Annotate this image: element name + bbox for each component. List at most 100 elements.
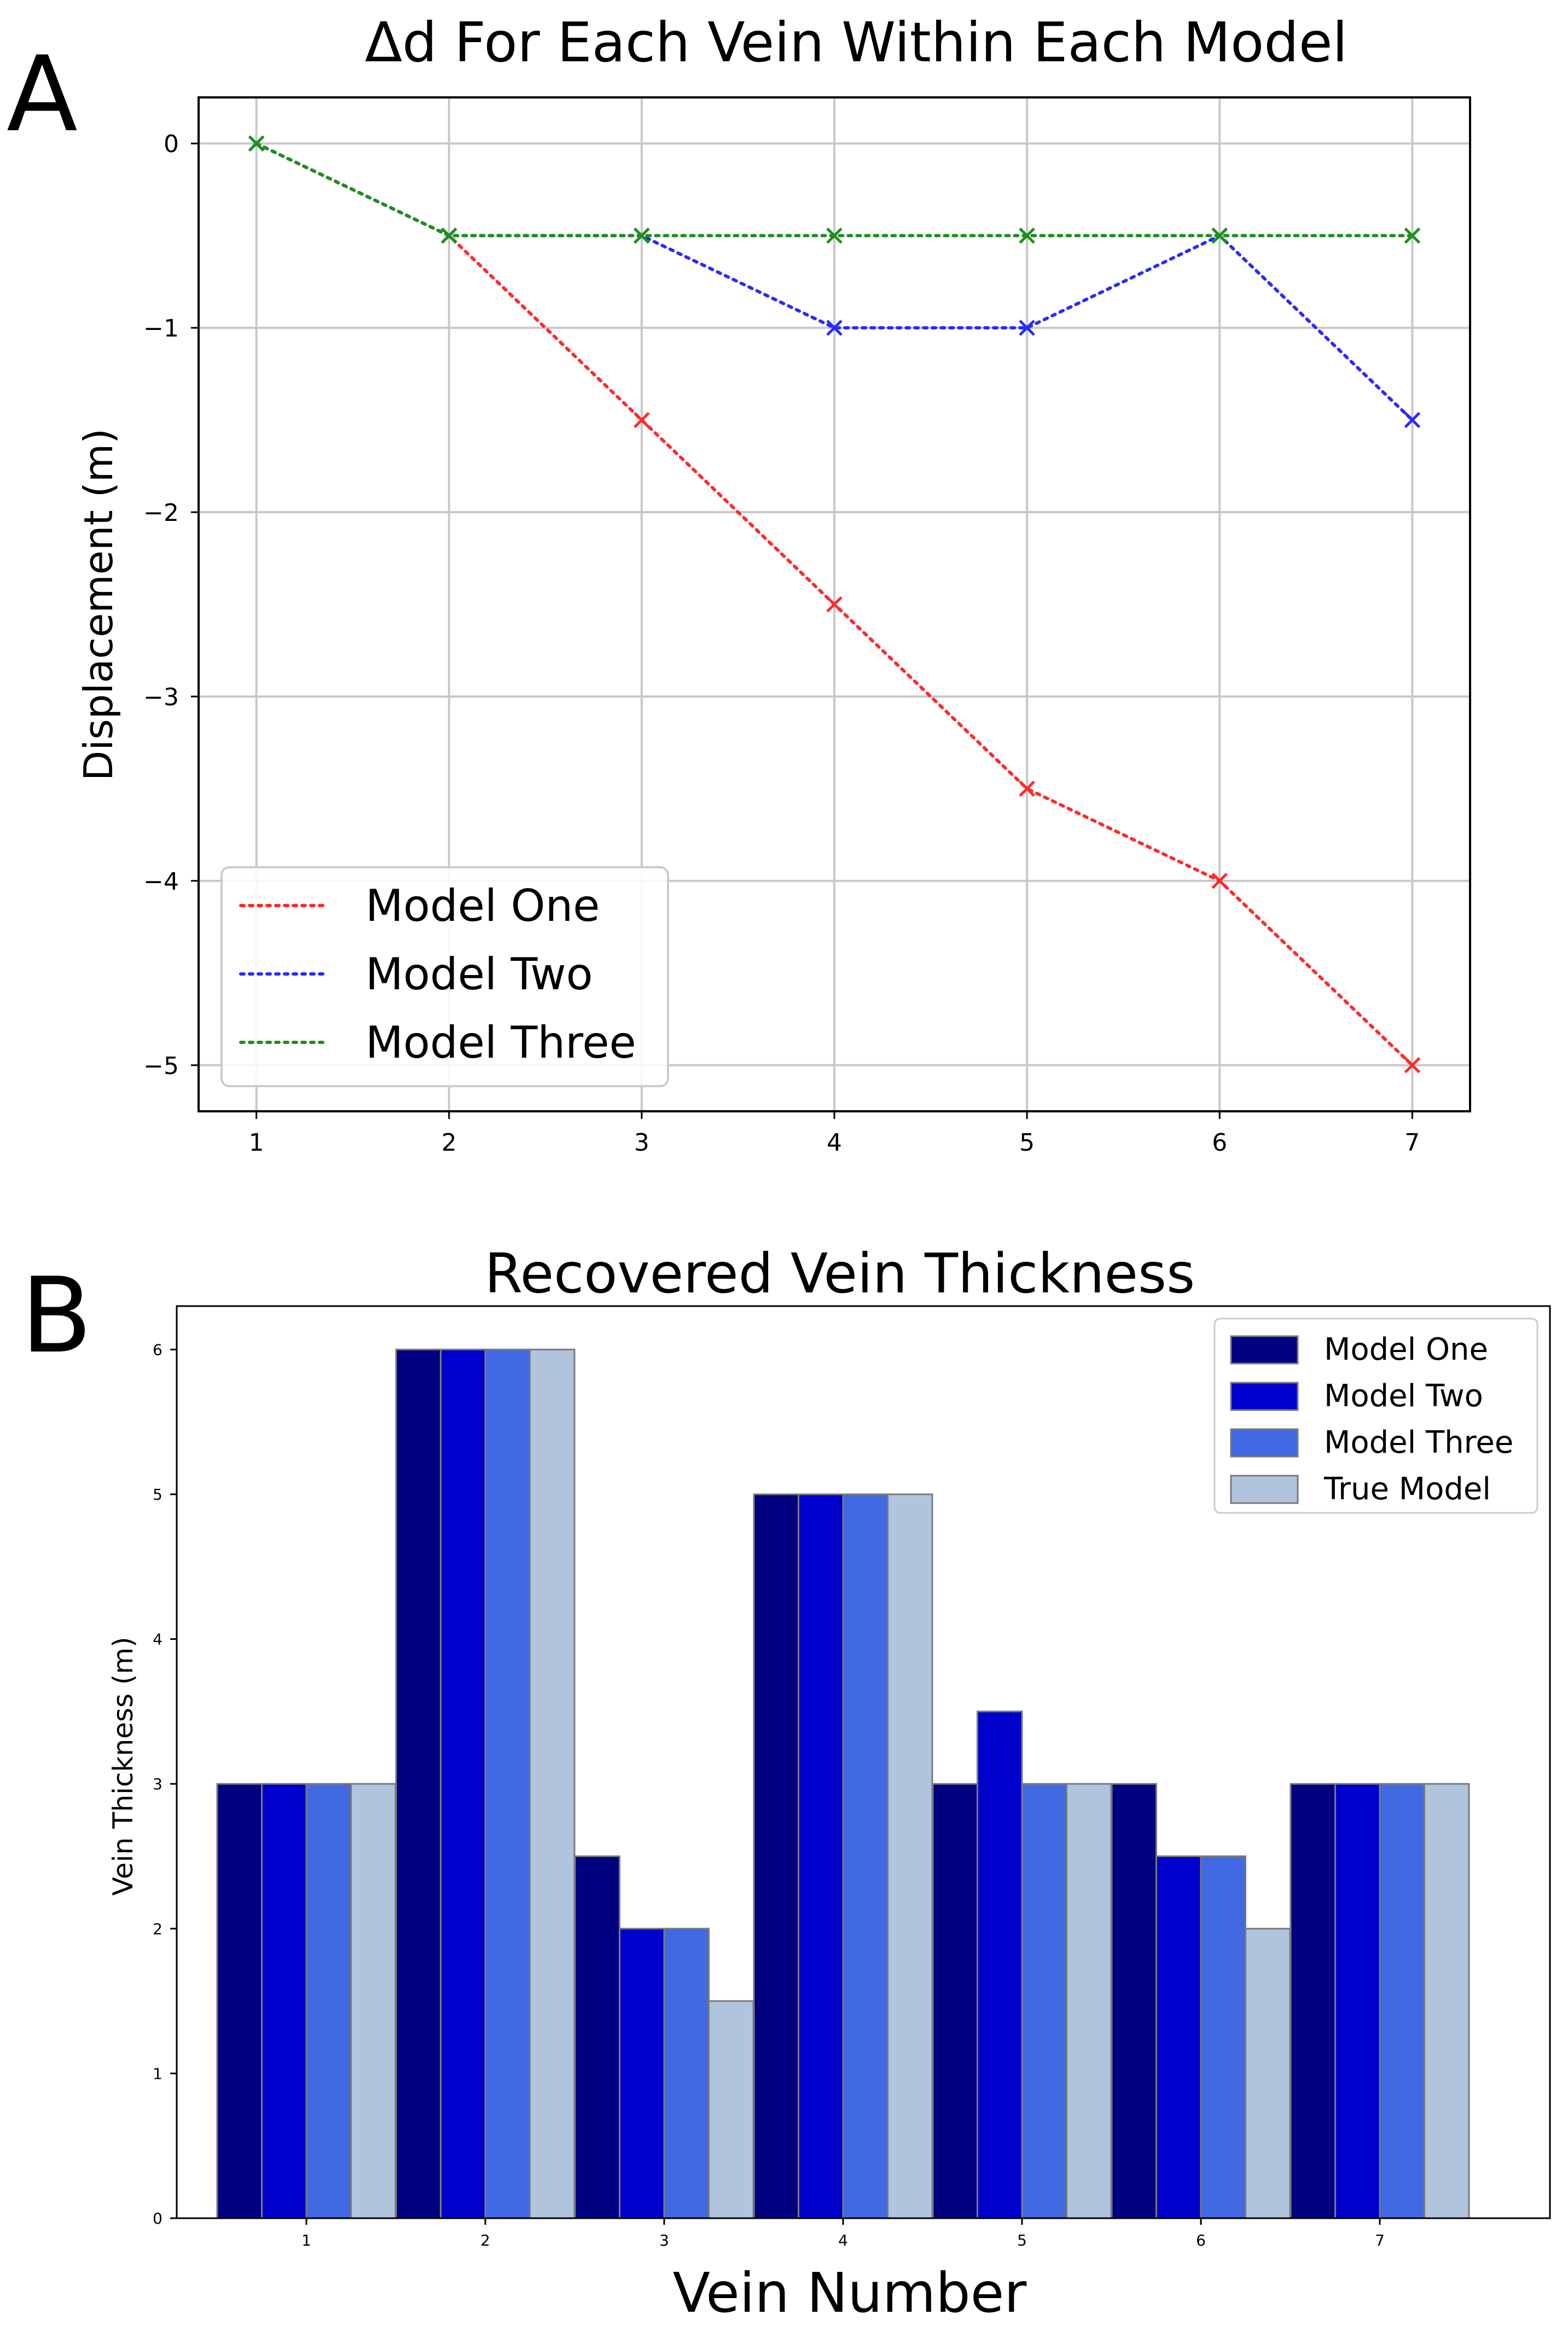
chart-b-ytick-label-6: 6	[153, 1341, 162, 1359]
chart-b-bar-model-three-vein-6	[1200, 1855, 1246, 2219]
chart-a-legend-label-model-one: Model One	[365, 880, 600, 931]
chart-a-xtick-label-1: 1	[249, 1129, 264, 1157]
chart-b-bar-model-one-vein-5	[932, 1783, 978, 2219]
chart-b-legend-swatch-model-three	[1230, 1428, 1299, 1458]
chart-a-ytick-label-2: −2	[143, 499, 179, 527]
chart-b-ytick-label-1: 1	[153, 2064, 162, 2083]
chart-b-bar-true-model-vein-5	[1066, 1783, 1112, 2219]
chart-a-series-group	[248, 135, 1421, 1074]
chart-b-bar-model-two-vein-5	[977, 1710, 1023, 2219]
chart-b-bar-model-three-vein-7	[1379, 1783, 1425, 2219]
chart-a-xtick-label-4: 4	[827, 1129, 842, 1157]
chart-b-bar-model-one-vein-4	[753, 1493, 799, 2219]
chart-b-xtick-label-2: 2	[480, 2231, 490, 2249]
panel-b-bar-chart: B Recovered Vein Thickness Vein Thicknes…	[21, 1242, 1551, 2325]
chart-a-point-model-one-6	[1211, 873, 1228, 889]
chart-b-bar-model-two-vein-7	[1334, 1783, 1381, 2219]
chart-b-bar-true-model-vein-1	[350, 1783, 397, 2219]
chart-a-point-model-three-3	[634, 227, 650, 244]
chart-b-bar-true-model-vein-3	[708, 2000, 754, 2219]
panel-label-a: A	[7, 34, 78, 155]
chart-b-ytick-label-4: 4	[153, 1631, 162, 1649]
chart-b-xtick-label-4: 4	[838, 2231, 848, 2249]
chart-a-ytick-label-1: −1	[143, 315, 179, 343]
chart-b-legend-label-model-one: Model One	[1324, 1332, 1488, 1367]
chart-b-legend-swatch-model-two	[1230, 1382, 1299, 1411]
chart-a-xtick-label-5: 5	[1019, 1129, 1035, 1157]
chart-a-point-model-one-5	[1019, 780, 1035, 797]
chart-b-legend: Model One Model Two Model Three True Model	[1213, 1318, 1538, 1514]
chart-b-legend-label-true-model: True Model	[1323, 1471, 1491, 1507]
chart-b-ytick-label-5: 5	[153, 1486, 162, 1504]
chart-b-legend-box	[1213, 1318, 1538, 1514]
chart-b-bar-model-three-vein-3	[663, 1928, 710, 2219]
chart-a-point-model-one-4	[826, 596, 843, 613]
chart-a-legend-box	[220, 866, 669, 1087]
chart-a-point-model-one-7	[1404, 1057, 1421, 1074]
chart-b-bar-model-three-vein-2	[484, 1348, 531, 2219]
chart-a-point-model-one-3	[634, 411, 650, 428]
chart-b-ytick-label-3: 3	[153, 1775, 162, 1793]
chart-b-xtick-label-3: 3	[659, 2231, 669, 2249]
chart-b-legend-label-model-two: Model Two	[1324, 1378, 1483, 1414]
chart-a-ytick-label-4: −4	[143, 868, 179, 896]
chart-a-ytick-label-3: −3	[143, 683, 179, 711]
chart-b-bar-model-one-vein-2	[395, 1348, 442, 2219]
chart-b-x-axis-label: Vein Number	[673, 2261, 1027, 2325]
chart-b-legend-swatch-model-one	[1230, 1335, 1299, 1365]
chart-b-bar-model-three-vein-4	[842, 1493, 888, 2219]
chart-a-title: Δd For Each Vein Within Each Model	[365, 10, 1348, 74]
chart-b-bar-true-model-vein-2	[529, 1348, 576, 2219]
chart-b-bar-model-two-vein-2	[440, 1348, 486, 2219]
chart-b-plot-frame	[176, 1305, 1551, 2219]
chart-a-legend-label-model-two: Model Two	[365, 949, 593, 1000]
chart-a-xtick-label-3: 3	[634, 1129, 649, 1157]
chart-a-point-model-three-5	[1019, 227, 1035, 244]
chart-b-bar-model-two-vein-3	[619, 1928, 665, 2219]
chart-a-ticks: 1 2 3 4 5 6 7 0 −1 −2 −3 −4 −5	[143, 130, 1420, 1157]
chart-b-bar-model-one-vein-3	[574, 1855, 620, 2219]
chart-a-point-model-three-1	[248, 135, 265, 152]
chart-b-y-axis-label: Vein Thickness (m)	[107, 1637, 139, 1895]
chart-b-legend-label-model-three: Model Three	[1324, 1425, 1513, 1460]
chart-b-bar-true-model-vein-4	[887, 1493, 933, 2219]
chart-a-legend-label-model-three: Model Three	[365, 1017, 636, 1068]
chart-b-xtick-label-1: 1	[301, 2231, 311, 2249]
chart-a-point-model-three-2	[440, 227, 457, 244]
chart-b-xtick-label-6: 6	[1196, 2231, 1206, 2249]
chart-a-legend: Model One Model Two Model Three	[220, 866, 669, 1087]
chart-b-bars-group	[216, 1348, 1470, 2219]
chart-b-bar-true-model-vein-6	[1245, 1928, 1291, 2219]
chart-b-bar-model-three-vein-1	[305, 1783, 352, 2219]
chart-b-ytick-label-2: 2	[153, 1920, 162, 1938]
chart-a-point-model-two-5	[1019, 320, 1035, 336]
chart-a-ytick-label-5: −5	[143, 1052, 179, 1080]
chart-b-bar-true-model-vein-7	[1424, 1783, 1470, 2219]
chart-a-point-model-two-4	[826, 320, 843, 336]
chart-b-ytick-label-0: 0	[153, 2209, 162, 2228]
chart-b-xtick-label-7: 7	[1375, 2231, 1385, 2249]
chart-b-title: Recovered Vein Thickness	[485, 1242, 1195, 1306]
chart-a-point-model-two-7	[1404, 411, 1421, 428]
panel-a-line-chart: A Δd For Each Vein Within Each Model Dis…	[7, 10, 1471, 1157]
chart-b-bar-model-one-vein-7	[1290, 1783, 1336, 2219]
chart-b-bar-model-two-vein-6	[1155, 1855, 1202, 2219]
chart-a-point-model-three-4	[826, 227, 843, 244]
chart-b-bar-model-two-vein-4	[798, 1493, 844, 2219]
chart-a-y-axis-label: Displacement (m)	[76, 428, 121, 781]
chart-b-bar-model-one-vein-6	[1111, 1783, 1157, 2219]
panel-label-b: B	[21, 1255, 92, 1376]
chart-b-bar-model-two-vein-1	[261, 1783, 307, 2219]
chart-a-xtick-label-2: 2	[442, 1129, 457, 1157]
chart-b-bar-model-three-vein-5	[1021, 1783, 1067, 2219]
chart-b-ticks: 1 2 3 4 5 6 7 0 1 2 3 4 5 6	[153, 1341, 1385, 2249]
chart-a-ytick-label-0: 0	[164, 130, 179, 158]
chart-a-xtick-label-6: 6	[1212, 1129, 1227, 1157]
chart-a-point-model-three-6	[1211, 227, 1228, 244]
chart-b-legend-swatch-true-model	[1230, 1475, 1299, 1504]
chart-a-point-model-three-7	[1404, 227, 1421, 244]
chart-b-bar-model-one-vein-1	[216, 1783, 263, 2219]
chart-b-xtick-label-5: 5	[1017, 2231, 1027, 2249]
chart-a-xtick-label-7: 7	[1404, 1129, 1420, 1157]
